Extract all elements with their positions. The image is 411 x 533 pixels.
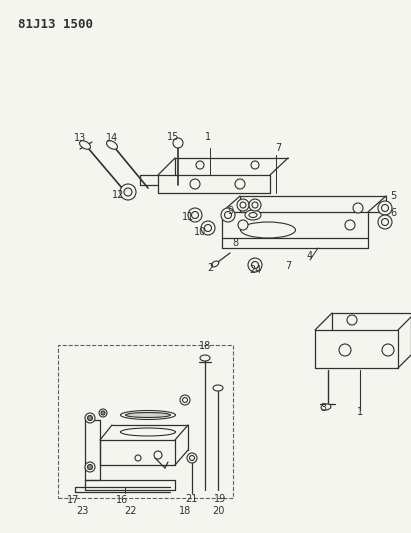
Circle shape [240, 202, 246, 208]
Circle shape [190, 179, 200, 189]
Circle shape [154, 451, 162, 459]
Ellipse shape [213, 385, 223, 391]
Circle shape [120, 184, 136, 200]
Text: 14: 14 [106, 133, 118, 143]
Circle shape [378, 201, 392, 215]
Circle shape [238, 220, 248, 230]
Circle shape [189, 456, 194, 461]
Circle shape [135, 455, 141, 461]
Circle shape [101, 411, 105, 415]
Text: 15: 15 [167, 132, 179, 142]
Text: 7: 7 [275, 143, 281, 153]
Circle shape [353, 203, 363, 213]
Circle shape [235, 179, 245, 189]
Circle shape [173, 138, 183, 148]
Text: 7: 7 [285, 261, 291, 271]
Text: 9: 9 [227, 206, 233, 216]
Text: 13: 13 [74, 133, 86, 143]
Text: 11: 11 [182, 212, 194, 222]
Ellipse shape [200, 355, 210, 361]
Text: 12: 12 [112, 190, 124, 200]
Circle shape [196, 161, 204, 169]
Circle shape [252, 202, 258, 208]
Circle shape [205, 224, 212, 231]
Text: 24: 24 [249, 265, 261, 275]
Ellipse shape [79, 141, 90, 149]
Text: 20: 20 [212, 506, 224, 516]
Circle shape [339, 344, 351, 356]
Text: 6: 6 [390, 208, 396, 218]
Ellipse shape [240, 222, 296, 238]
Circle shape [381, 219, 388, 225]
Text: 3: 3 [320, 403, 326, 413]
Text: 21: 21 [185, 494, 197, 504]
Circle shape [382, 344, 394, 356]
Circle shape [188, 208, 202, 222]
Circle shape [124, 188, 132, 196]
Circle shape [224, 212, 231, 219]
Text: 8: 8 [232, 238, 238, 248]
Text: 1: 1 [357, 407, 363, 417]
Text: 1: 1 [205, 132, 211, 142]
Ellipse shape [125, 413, 171, 417]
Text: 4: 4 [307, 251, 313, 261]
Text: 10: 10 [194, 227, 206, 237]
Circle shape [347, 315, 357, 325]
Circle shape [201, 221, 215, 235]
Circle shape [249, 199, 261, 211]
Circle shape [251, 161, 259, 169]
Text: 23: 23 [76, 506, 88, 516]
Circle shape [378, 215, 392, 229]
Circle shape [221, 208, 235, 222]
Ellipse shape [249, 213, 257, 217]
Ellipse shape [120, 428, 175, 436]
Text: 81J13 1500: 81J13 1500 [18, 18, 93, 31]
Circle shape [187, 453, 197, 463]
Circle shape [88, 416, 92, 421]
Circle shape [182, 398, 187, 402]
Text: 17: 17 [67, 495, 79, 505]
Circle shape [180, 395, 190, 405]
Ellipse shape [245, 210, 261, 220]
Circle shape [192, 212, 199, 219]
Text: 22: 22 [124, 506, 136, 516]
Ellipse shape [120, 410, 175, 419]
Circle shape [85, 413, 95, 423]
Text: 16: 16 [116, 495, 128, 505]
Ellipse shape [321, 404, 331, 410]
Circle shape [252, 262, 259, 269]
Text: 2: 2 [207, 263, 213, 273]
Text: 18: 18 [179, 506, 191, 516]
Circle shape [237, 199, 249, 211]
Text: 5: 5 [390, 191, 396, 201]
Text: 18: 18 [199, 341, 211, 351]
Text: 19: 19 [214, 494, 226, 504]
Bar [58, 345, 233, 498]
Circle shape [345, 220, 355, 230]
Ellipse shape [211, 261, 219, 267]
Ellipse shape [106, 141, 118, 149]
Circle shape [88, 464, 92, 470]
Circle shape [85, 462, 95, 472]
Circle shape [99, 409, 107, 417]
Circle shape [248, 258, 262, 272]
Circle shape [381, 205, 388, 212]
